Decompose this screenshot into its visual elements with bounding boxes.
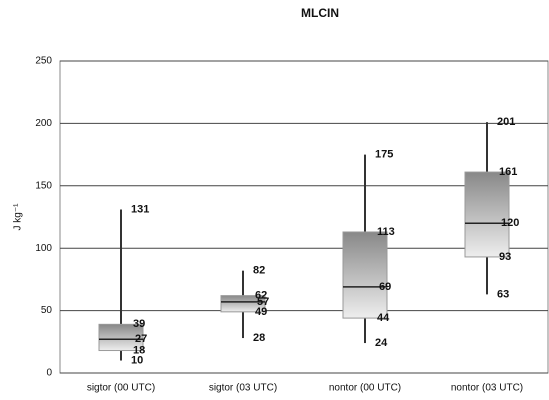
value-label: 18 <box>133 344 145 356</box>
value-label: 175 <box>375 149 393 161</box>
value-label: 39 <box>133 318 145 330</box>
y-tick-label: 50 <box>41 305 53 316</box>
value-label: 82 <box>253 265 265 277</box>
value-label: 131 <box>131 203 149 215</box>
value-label: 201 <box>497 116 515 128</box>
box <box>98 323 144 352</box>
x-tick-label: sigtor (03 UTC) <box>209 383 277 394</box>
value-label: 57 <box>257 296 269 308</box>
value-label: 28 <box>253 332 265 344</box>
y-tick-label: 100 <box>35 243 52 254</box>
y-tick-label: 250 <box>35 56 52 67</box>
value-label: 113 <box>377 226 395 238</box>
y-tick-label: 150 <box>35 180 52 191</box>
y-axis-label: J kg⁻¹ <box>13 203 24 231</box>
x-tick-label: nontor (00 UTC) <box>329 383 401 394</box>
value-label: 27 <box>135 333 147 345</box>
value-label: 161 <box>499 166 517 178</box>
x-tick-label: nontor (03 UTC) <box>451 383 523 394</box>
chart-title: MLCIN <box>301 6 339 20</box>
x-tick-label: sigtor (00 UTC) <box>87 383 155 394</box>
box <box>342 231 388 319</box>
value-label: 69 <box>379 281 391 293</box>
box <box>220 295 266 313</box>
value-label: 120 <box>501 217 519 229</box>
value-label: 63 <box>497 288 509 300</box>
value-label: 10 <box>131 354 143 366</box>
value-label: 49 <box>255 306 267 318</box>
value-label: 24 <box>375 337 388 349</box>
y-tick-label: 0 <box>46 368 52 379</box>
value-label: 62 <box>255 290 267 302</box>
box <box>464 171 510 258</box>
value-label: 93 <box>499 251 511 263</box>
y-tick-label: 200 <box>35 118 52 129</box>
value-label: 44 <box>377 312 390 324</box>
